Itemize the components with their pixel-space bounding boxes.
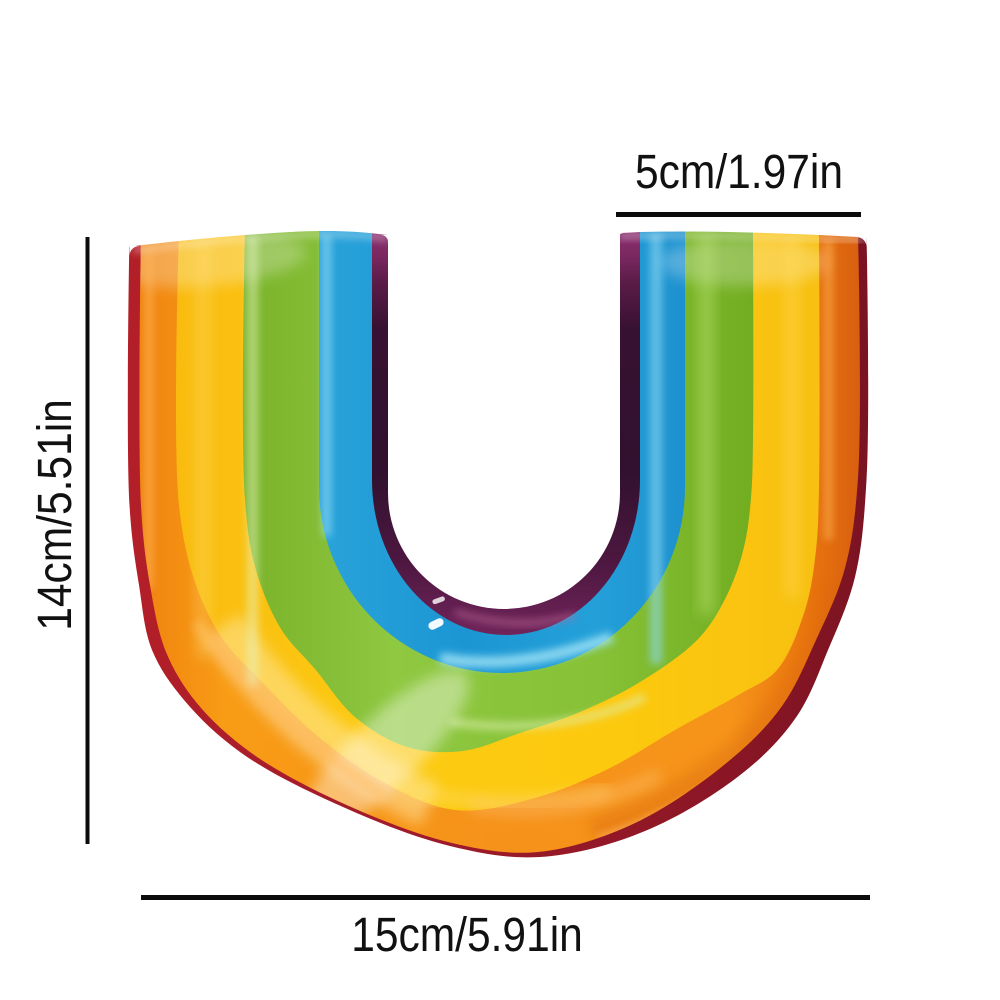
svg-text:14cm/5.51in: 14cm/5.51in <box>28 399 82 631</box>
svg-text:5cm/1.97in: 5cm/1.97in <box>635 145 843 199</box>
svg-text:15cm/5.91in: 15cm/5.91in <box>351 908 583 962</box>
